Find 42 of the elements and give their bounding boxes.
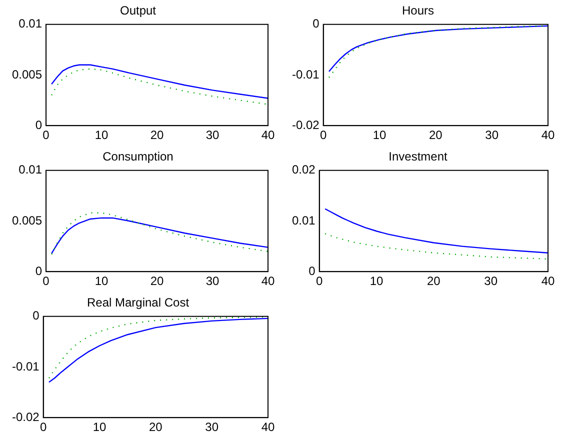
y-tick-label: 0.005 [12,213,42,228]
x-tick-label: 10 [92,420,107,434]
x-tick-label: 30 [484,274,498,288]
x-tick-label: 40 [541,128,555,142]
x-tick-label: 40 [261,274,275,288]
x-tick-label: 40 [261,128,275,142]
y-tick-label: 0 [35,264,42,278]
chart-title: Real Marginal Cost [86,296,190,310]
x-tick-label: 10 [94,274,109,288]
y-tick-label: 0 [308,264,316,278]
x-tick-label: 10 [372,128,387,142]
line-series [324,233,548,260]
y-tick-label: -0.02 [12,410,40,424]
y-tick-label: 0 [32,308,40,323]
y-tick-label: 0.01 [292,213,316,228]
y-tick-label: 0 [312,16,320,31]
x-tick-label: 30 [205,420,219,434]
x-tick-label: 40 [261,420,275,434]
y-tick-label: 0.005 [12,67,42,82]
x-tick-label: 30 [206,128,220,142]
x-tick-label: 20 [150,128,164,142]
y-tick-label: 0 [35,118,42,132]
x-tick-label: 20 [148,420,163,434]
x-tick-label: 10 [370,274,384,288]
x-tick-label: 20 [427,274,441,288]
y-tick-label: -0.02 [292,118,320,132]
chart-title: Hours [402,4,434,18]
y-tick-label: 0.02 [292,162,316,177]
x-tick-label: 30 [206,274,220,288]
x-tick-label: 20 [150,274,164,288]
y-tick-label: 0.01 [18,162,42,177]
chart-title: Output [120,4,157,18]
x-tick-label: 30 [485,128,499,142]
y-tick-label: 0.01 [18,16,42,31]
chart-title: Investment [388,150,448,164]
x-tick-label: 40 [541,274,555,288]
y-tick-label: -0.01 [292,67,320,82]
y-tick-label: -0.01 [12,359,40,374]
x-tick-label: 10 [94,128,109,142]
x-tick-label: 20 [428,128,443,142]
line-series [50,68,268,105]
chart-title: Consumption [102,150,174,164]
